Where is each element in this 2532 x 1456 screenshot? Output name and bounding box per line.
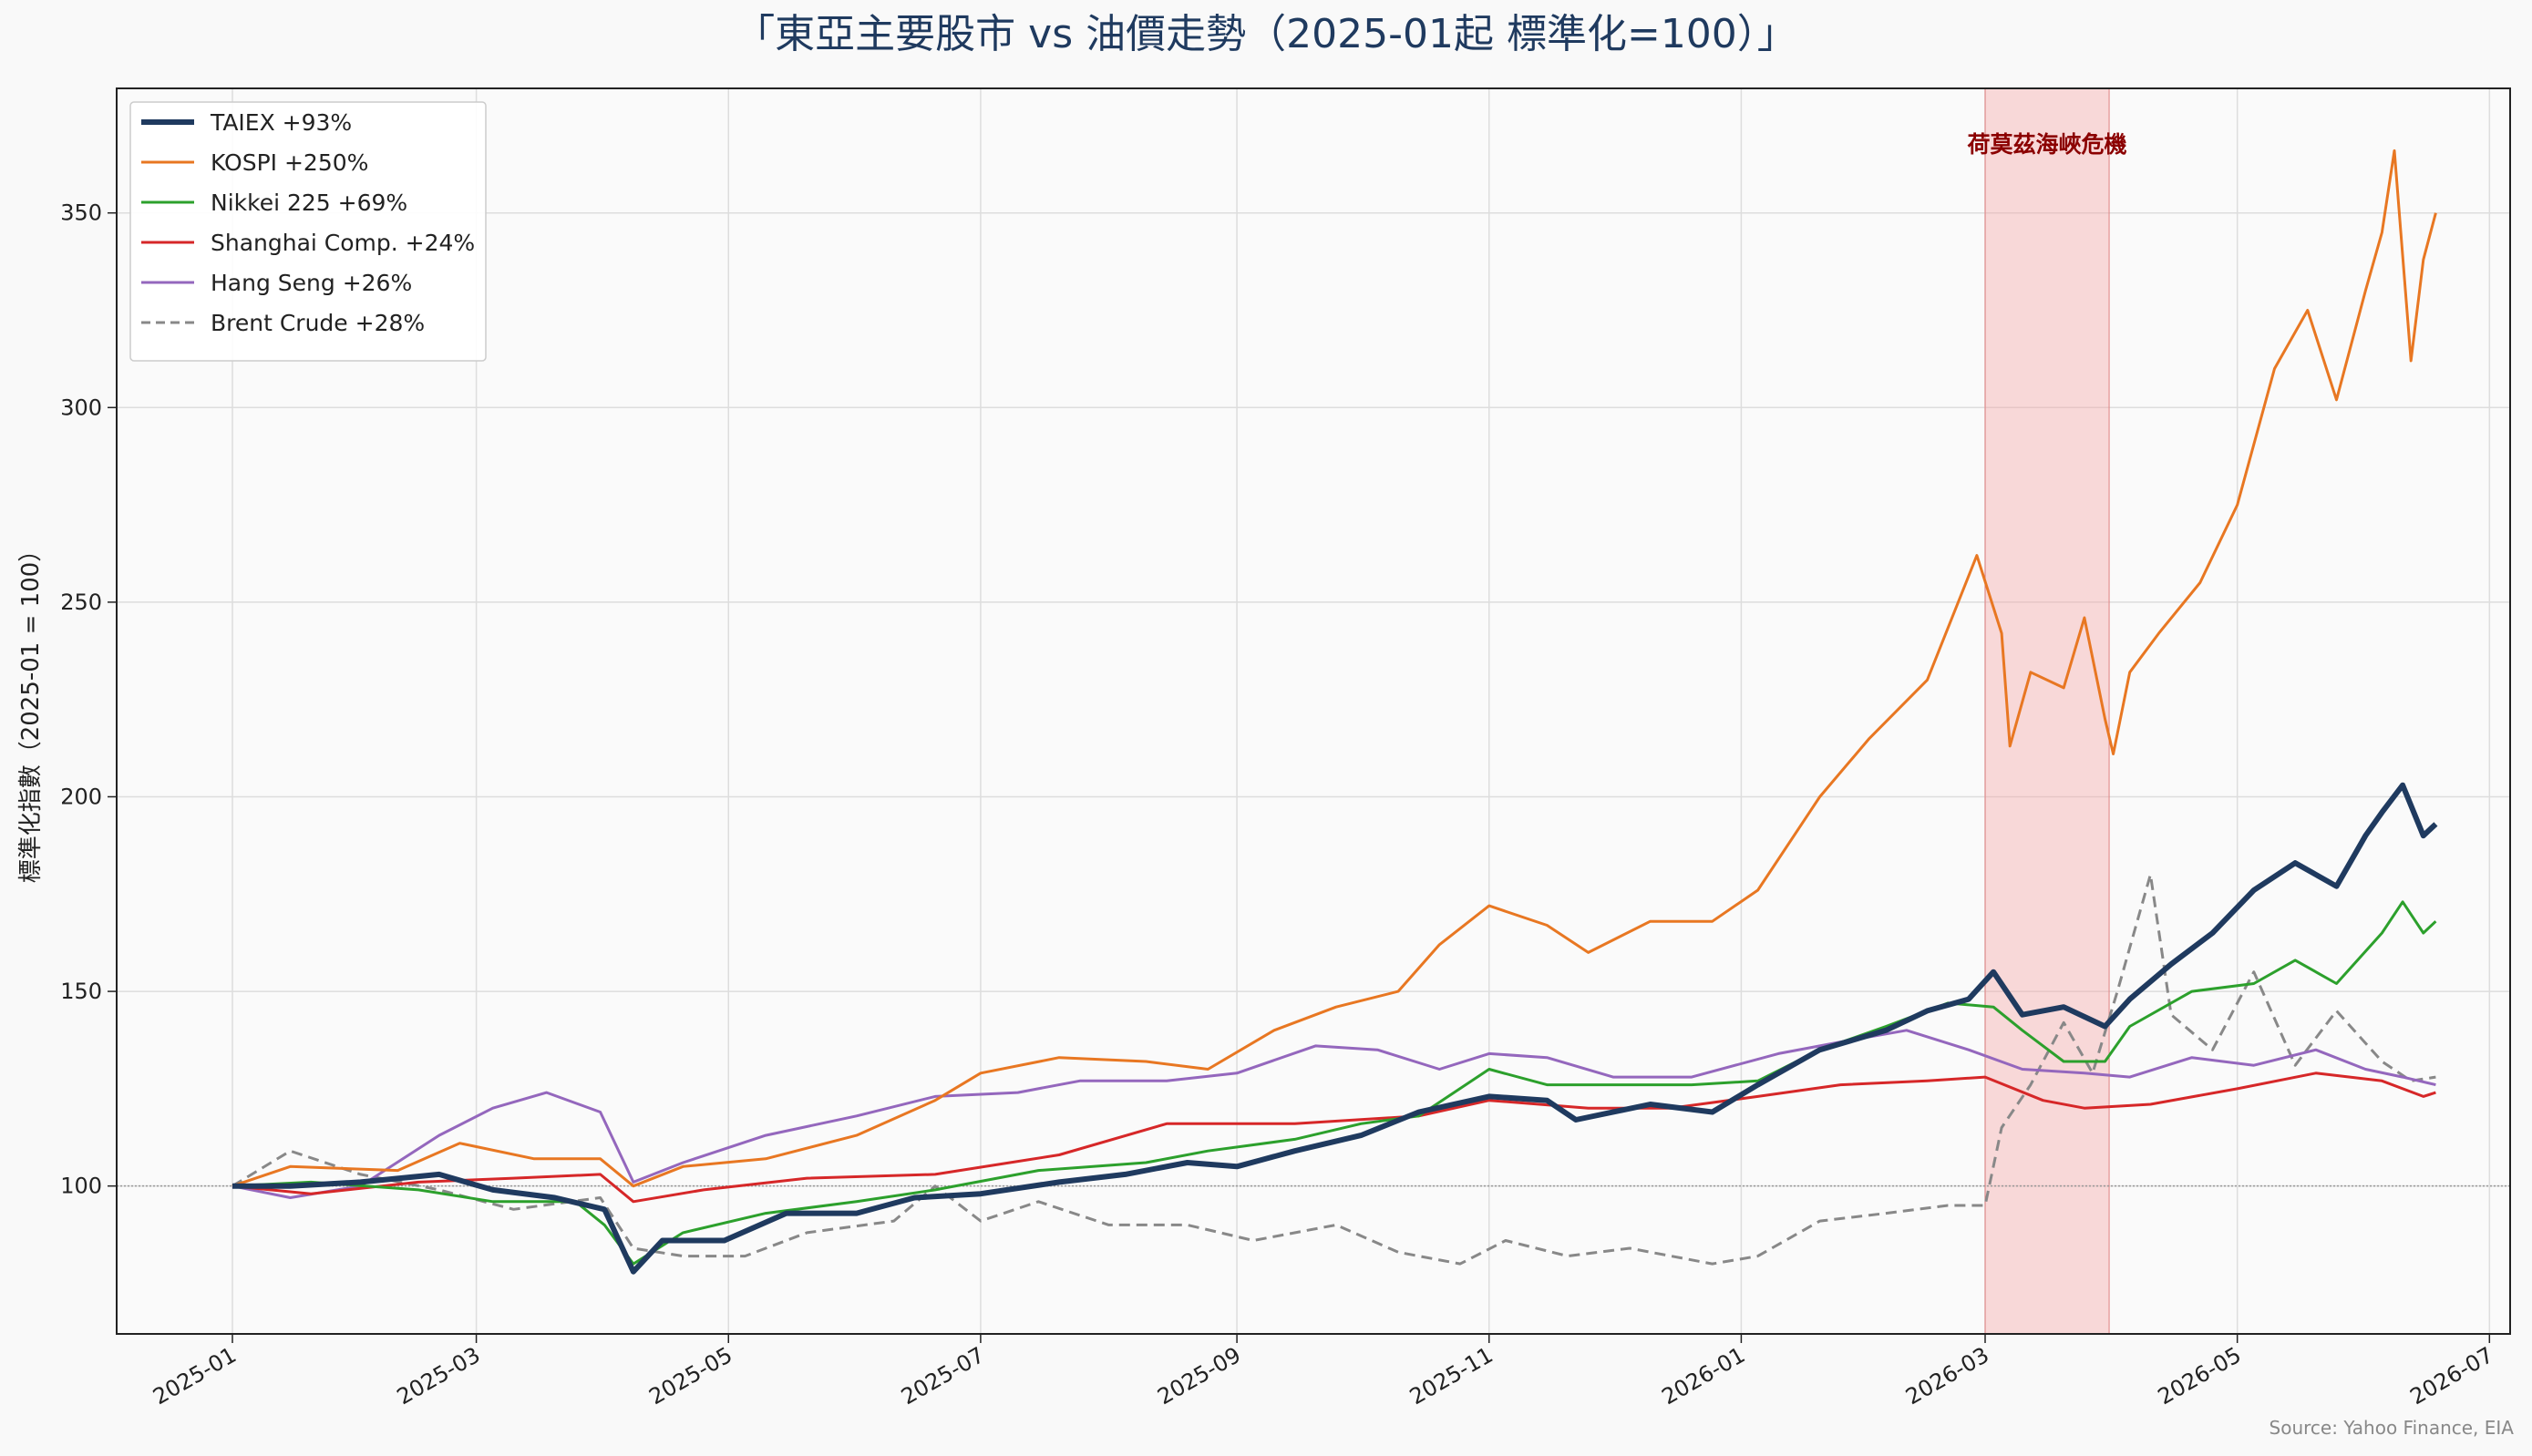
plot-area [117, 88, 2510, 1334]
legend-label: Brent Crude +28% [211, 310, 425, 336]
y-tick-label: 300 [60, 395, 102, 420]
annotation-layer: 荷莫茲海峽危機 [1968, 131, 2127, 158]
legend: TAIEX +93% KOSPI +250% Nikkei 225 +69% Shan… [129, 101, 487, 362]
x-tick-label: 2026-07 [2405, 1342, 2497, 1410]
legend-box [129, 101, 487, 362]
y-tick-label: 200 [60, 784, 102, 809]
plot-frame [116, 87, 2511, 1335]
y-tick-label: 150 [60, 979, 102, 1004]
x-tick-label: 2025-03 [393, 1342, 485, 1410]
x-axis: 2025-01 2025-03 2025-05 2025-07 2025-09 2025-… [149, 1334, 2497, 1410]
x-tick-label: 2025-05 [644, 1342, 736, 1410]
x-tick-label: 2025-09 [1153, 1342, 1245, 1410]
x-tick-label: 2025-11 [1405, 1342, 1498, 1410]
series-line-4 [232, 1029, 2436, 1199]
legend-label: KOSPI +250% [211, 149, 368, 176]
crisis-shaded-region [1984, 87, 2110, 1335]
y-tick-label: 350 [60, 200, 102, 226]
y-axis-label: 標準化指數（2025-01 = 100） [17, 538, 45, 884]
y-tick-label: 250 [60, 590, 102, 615]
series-line-1 [232, 149, 2437, 1188]
x-tick-label: 2025-07 [897, 1342, 989, 1410]
crisis-label: 荷莫茲海峽危機 [1968, 131, 2127, 158]
legend-label: Nikkei 225 +69% [211, 190, 407, 216]
series-line-2 [232, 900, 2437, 1266]
source-note: Source: Yahoo Finance, EIA [2270, 1417, 2515, 1439]
x-tick-label: 2025-01 [149, 1342, 241, 1410]
legend-label: Hang Seng +26% [211, 270, 412, 296]
y-tick-label: 100 [60, 1174, 102, 1199]
x-tick-label: 2026-01 [1658, 1342, 1750, 1410]
shaded-rect [1984, 87, 2110, 1335]
x-tick-label: 2026-05 [2154, 1342, 2246, 1410]
chart-title: 「東亞主要股市 vs 油價走勢（2025-01起 標準化=100）」 [735, 11, 1797, 57]
series-line-3 [232, 1071, 2436, 1204]
series-group [232, 149, 2438, 1275]
legend-label: Shanghai Comp. +24% [211, 230, 475, 256]
x-tick-label: 2026-03 [1901, 1342, 1993, 1410]
legend-label: TAIEX +93% [210, 109, 352, 136]
series-line-0 [232, 782, 2438, 1275]
y-axis: 100 150 200 250 300 350 [60, 200, 117, 1199]
